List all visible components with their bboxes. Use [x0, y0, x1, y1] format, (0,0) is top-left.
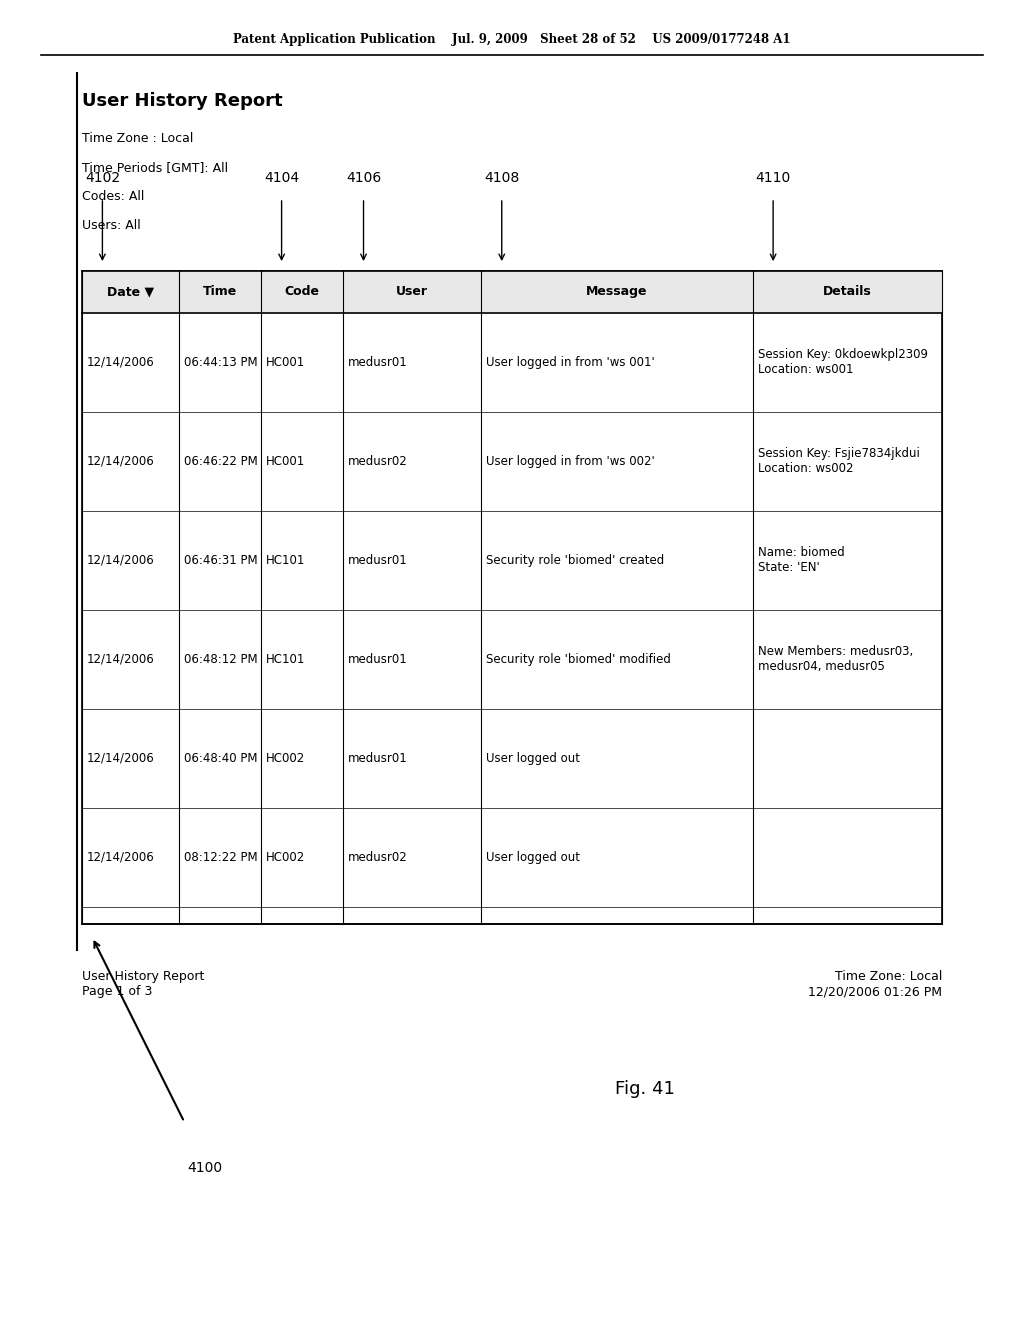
Text: User History Report: User History Report: [82, 92, 283, 111]
Text: User logged in from 'ws 002': User logged in from 'ws 002': [486, 455, 655, 467]
Text: Users: All: Users: All: [82, 219, 140, 232]
Text: medusr01: medusr01: [348, 554, 408, 566]
Text: 06:48:12 PM: 06:48:12 PM: [184, 653, 258, 665]
Text: 4108: 4108: [484, 170, 519, 185]
Text: 4104: 4104: [264, 170, 299, 185]
Text: 12/14/2006: 12/14/2006: [87, 653, 155, 665]
Text: medusr02: medusr02: [348, 455, 408, 467]
Text: Code: Code: [285, 285, 319, 298]
Text: 06:46:22 PM: 06:46:22 PM: [184, 455, 258, 467]
Text: Patent Application Publication    Jul. 9, 2009   Sheet 28 of 52    US 2009/01772: Patent Application Publication Jul. 9, 2…: [233, 33, 791, 46]
Text: 12/14/2006: 12/14/2006: [87, 356, 155, 368]
Text: 12/14/2006: 12/14/2006: [87, 554, 155, 566]
Text: User logged in from 'ws 001': User logged in from 'ws 001': [486, 356, 655, 368]
Text: 4100: 4100: [187, 1162, 222, 1175]
Text: medusr01: medusr01: [348, 752, 408, 764]
Text: Date ▼: Date ▼: [106, 285, 155, 298]
Text: User logged out: User logged out: [486, 752, 581, 764]
Text: Time: Time: [203, 285, 238, 298]
Text: User: User: [396, 285, 428, 298]
Bar: [82, 271, 942, 924]
Text: Session Key: Fsjie7834jkdui
Location: ws002: Session Key: Fsjie7834jkdui Location: ws…: [758, 447, 920, 475]
Text: medusr01: medusr01: [348, 356, 408, 368]
Text: 06:46:31 PM: 06:46:31 PM: [184, 554, 258, 566]
Text: Time Zone : Local: Time Zone : Local: [82, 132, 194, 145]
Text: 06:44:13 PM: 06:44:13 PM: [184, 356, 258, 368]
Text: User History Report
Page 1 of 3: User History Report Page 1 of 3: [82, 970, 205, 998]
Text: HC101: HC101: [266, 554, 305, 566]
Text: 4106: 4106: [346, 170, 381, 185]
Text: Name: biomed
State: 'EN': Name: biomed State: 'EN': [758, 546, 845, 574]
Text: Security role 'biomed' modified: Security role 'biomed' modified: [486, 653, 672, 665]
Text: Time Zone: Local
12/20/2006 01:26 PM: Time Zone: Local 12/20/2006 01:26 PM: [808, 970, 942, 998]
Text: HC002: HC002: [266, 851, 305, 863]
Text: 12/14/2006: 12/14/2006: [87, 752, 155, 764]
Text: Message: Message: [586, 285, 648, 298]
Text: HC001: HC001: [266, 455, 305, 467]
Text: Session Key: 0kdoewkpl2309
Location: ws001: Session Key: 0kdoewkpl2309 Location: ws0…: [758, 348, 928, 376]
Text: 4102: 4102: [85, 170, 120, 185]
Text: 06:48:40 PM: 06:48:40 PM: [184, 752, 258, 764]
Text: HC001: HC001: [266, 356, 305, 368]
Text: Time Periods [GMT]: All: Time Periods [GMT]: All: [82, 161, 228, 174]
Text: medusr01: medusr01: [348, 653, 408, 665]
Text: 4110: 4110: [756, 170, 791, 185]
Text: 12/14/2006: 12/14/2006: [87, 455, 155, 467]
Text: HC002: HC002: [266, 752, 305, 764]
Bar: [82, 271, 942, 313]
Text: New Members: medusr03,
medusr04, medusr05: New Members: medusr03, medusr04, medusr0…: [758, 645, 913, 673]
Text: Fig. 41: Fig. 41: [615, 1080, 675, 1098]
Text: Details: Details: [823, 285, 871, 298]
Text: 12/14/2006: 12/14/2006: [87, 851, 155, 863]
Text: medusr02: medusr02: [348, 851, 408, 863]
Text: Codes: All: Codes: All: [82, 190, 144, 203]
Text: HC101: HC101: [266, 653, 305, 665]
Text: User logged out: User logged out: [486, 851, 581, 863]
Text: 08:12:22 PM: 08:12:22 PM: [184, 851, 258, 863]
Text: Security role 'biomed' created: Security role 'biomed' created: [486, 554, 665, 566]
